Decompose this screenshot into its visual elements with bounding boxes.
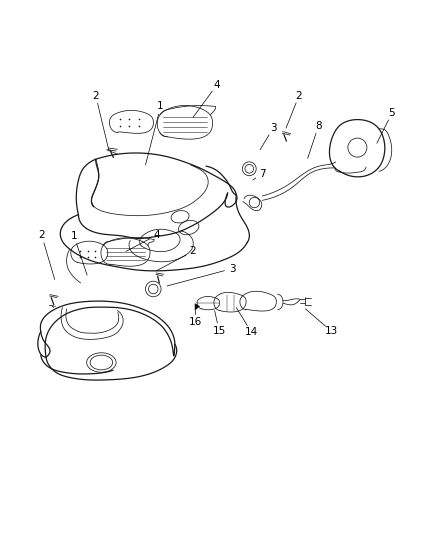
Text: 14: 14: [245, 327, 258, 337]
Text: 3: 3: [270, 123, 276, 133]
Text: 7: 7: [259, 168, 265, 179]
Text: 2: 2: [190, 246, 196, 256]
Text: 13: 13: [325, 326, 338, 336]
Text: 2: 2: [39, 230, 45, 240]
Text: 2: 2: [92, 91, 99, 101]
Text: 4: 4: [214, 80, 220, 90]
Text: 5: 5: [389, 108, 395, 118]
Text: 15: 15: [212, 326, 226, 335]
Text: 3: 3: [229, 264, 235, 273]
Text: 2: 2: [296, 91, 302, 101]
Polygon shape: [195, 303, 200, 311]
Text: 1: 1: [71, 231, 78, 241]
Text: 16: 16: [189, 317, 202, 327]
Text: 1: 1: [157, 101, 164, 111]
Text: 8: 8: [315, 121, 322, 131]
Text: 4: 4: [153, 230, 159, 240]
